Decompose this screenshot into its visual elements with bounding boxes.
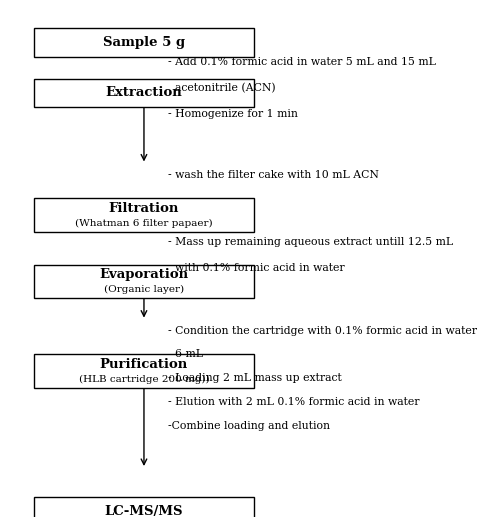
Text: acetonitrile (ACN): acetonitrile (ACN) — [168, 83, 276, 93]
Text: (Organic layer): (Organic layer) — [104, 285, 184, 295]
Text: Extraction: Extraction — [105, 86, 183, 99]
Bar — [34, 354, 254, 388]
Bar — [34, 28, 254, 57]
Text: - Add 0.1% formic acid in water 5 mL and 15 mL: - Add 0.1% formic acid in water 5 mL and… — [168, 57, 436, 67]
Bar — [34, 265, 254, 298]
Text: (HLB cartridge 200 mg)): (HLB cartridge 200 mg)) — [79, 375, 209, 384]
Text: - Condition the cartridge with 0.1% formic acid in water: - Condition the cartridge with 0.1% form… — [168, 326, 477, 336]
Text: 6 mL: 6 mL — [168, 349, 203, 359]
Text: with 0.1% formic acid in water: with 0.1% formic acid in water — [168, 263, 345, 272]
Text: Filtration: Filtration — [109, 202, 179, 215]
Text: LC-MS/MS: LC-MS/MS — [105, 505, 183, 517]
Text: - Elution with 2 mL 0.1% formic acid in water: - Elution with 2 mL 0.1% formic acid in … — [168, 397, 420, 407]
Bar — [34, 198, 254, 232]
Text: - wash the filter cake with 10 mL ACN: - wash the filter cake with 10 mL ACN — [168, 170, 379, 179]
Text: - Loading 2 mL mass up extract: - Loading 2 mL mass up extract — [168, 373, 342, 383]
Text: Sample 5 g: Sample 5 g — [103, 36, 185, 49]
Bar — [34, 497, 254, 517]
Bar — [34, 79, 254, 107]
Text: -Combine loading and elution: -Combine loading and elution — [168, 421, 330, 431]
Text: - Mass up remaining aqueous extract untill 12.5 mL: - Mass up remaining aqueous extract unti… — [168, 237, 453, 247]
Text: (Whatman 6 filter papaer): (Whatman 6 filter papaer) — [75, 219, 213, 228]
Text: - Homogenize for 1 min: - Homogenize for 1 min — [168, 109, 298, 118]
Text: Purification: Purification — [100, 358, 188, 371]
Text: Evaporation: Evaporation — [100, 268, 188, 281]
